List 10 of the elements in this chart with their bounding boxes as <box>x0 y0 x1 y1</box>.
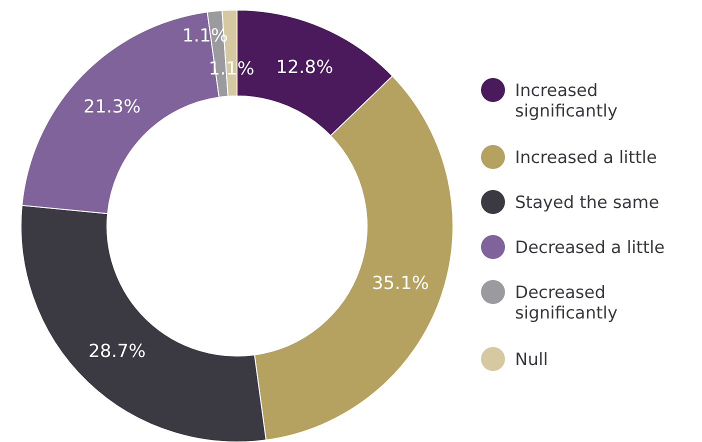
legend-label: Increased a little <box>515 148 657 168</box>
legend-label: Decreased significantly <box>515 282 618 324</box>
legend-label: Decreased a little <box>515 238 665 258</box>
legend-label: Stayed the same <box>515 192 660 213</box>
legend-label: Increased significantly <box>515 80 618 122</box>
data-label: 28.7% <box>88 341 146 362</box>
data-label: 12.8% <box>276 57 334 78</box>
data-label: 35.1% <box>372 273 430 294</box>
legend-label: Null <box>515 350 548 370</box>
data-label: 21.3% <box>84 96 141 118</box>
